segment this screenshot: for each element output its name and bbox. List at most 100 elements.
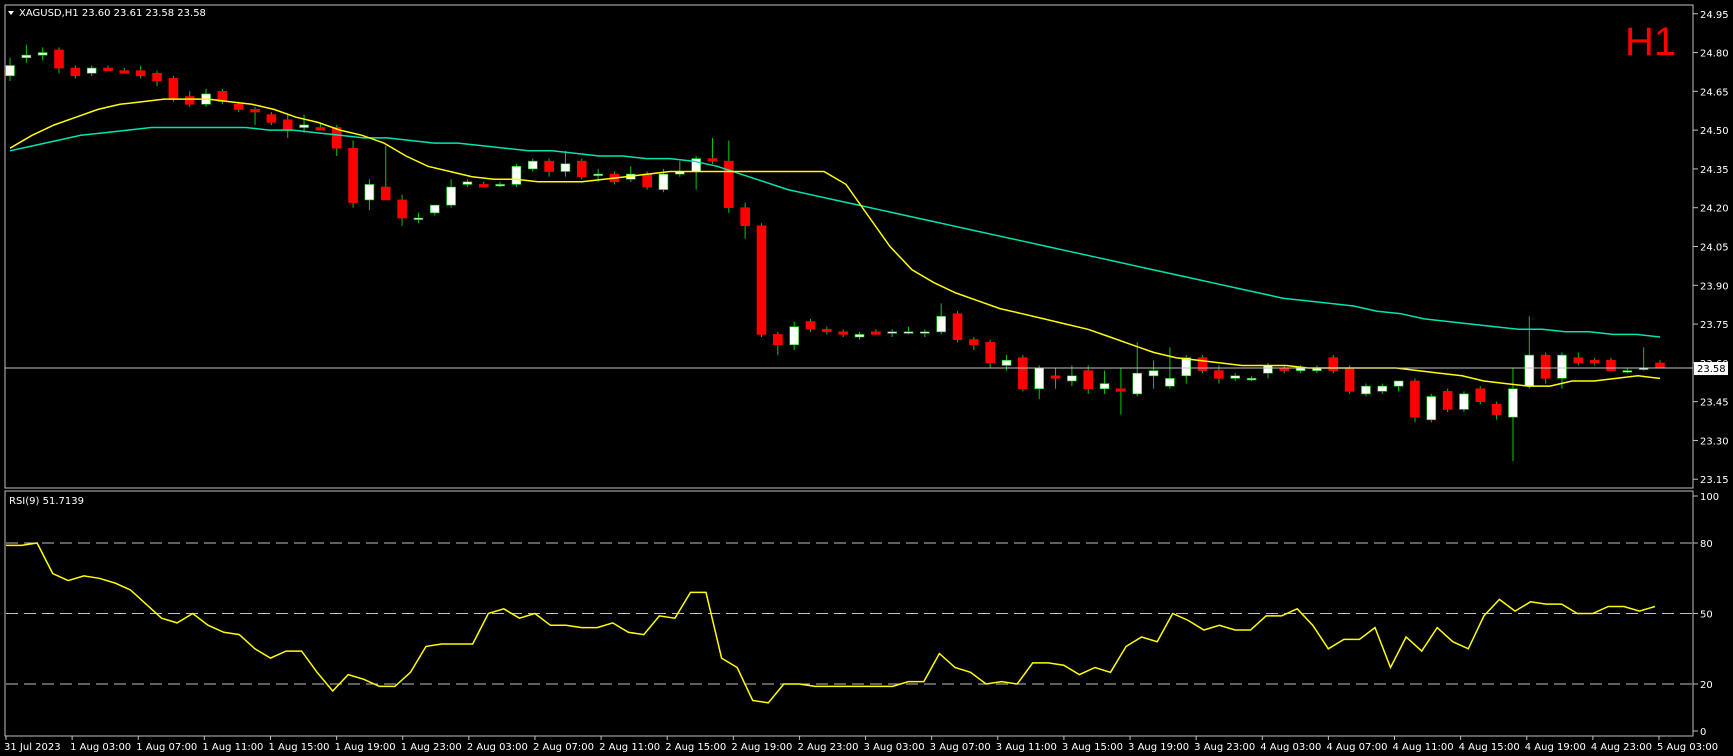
bear-candle: [1344, 367, 1355, 392]
rsi-axis-label: 0: [1700, 727, 1706, 738]
bear-candle: [331, 127, 342, 149]
bull-candle: [1132, 372, 1143, 395]
bull-candle: [854, 334, 865, 338]
time-axis-label: 1 Aug 23:00: [401, 742, 462, 753]
bear-candle: [397, 199, 407, 219]
bear-candle: [707, 158, 718, 162]
rsi-axis-label: 20: [1700, 680, 1713, 691]
price-axis-label: 24.95: [1700, 10, 1729, 21]
time-axis-label: 3 Aug 23:00: [1194, 742, 1255, 753]
bull-candle: [1246, 378, 1257, 381]
bear-candle: [103, 67, 113, 71]
time-axis-label: 1 Aug 15:00: [268, 742, 329, 753]
bull-candle: [1165, 378, 1175, 387]
time-axis-label: 4 Aug 07:00: [1326, 742, 1387, 753]
bull-candle: [299, 124, 309, 128]
bear-candle: [250, 109, 260, 113]
bear-candle: [315, 127, 326, 131]
bull-candle: [86, 67, 97, 74]
price-axis-label: 24.05: [1700, 243, 1729, 254]
bear-candle: [740, 207, 750, 227]
bull-candle: [527, 160, 538, 170]
rsi-axis-label: 80: [1700, 539, 1713, 550]
price-axis-label: 24.65: [1700, 87, 1729, 98]
bull-candle: [1622, 370, 1633, 373]
bear-candle: [1475, 388, 1486, 402]
bear-candle: [805, 321, 816, 330]
bull-candle: [21, 54, 32, 59]
bear-candle: [70, 67, 81, 77]
main-panel-border: [4, 4, 1694, 489]
bear-candle: [1589, 359, 1600, 364]
bear-candle: [756, 225, 767, 335]
bull-candle: [1034, 367, 1045, 390]
bull-candle: [1393, 380, 1404, 387]
bear-candle: [952, 313, 963, 340]
bear-candle: [233, 103, 244, 110]
bear-candle: [1214, 370, 1224, 379]
bear-candle: [724, 160, 734, 209]
bear-candle: [1050, 375, 1061, 379]
bear-candle: [1491, 403, 1502, 415]
price-axis-label: 24.50: [1700, 126, 1729, 137]
rsi-axis-label: 100: [1700, 492, 1719, 503]
price-axis-label: 24.35: [1700, 165, 1729, 176]
bull-candle: [1067, 375, 1077, 382]
rsi-axis: 100 80 50 20 0: [1693, 492, 1719, 738]
bear-candle: [266, 114, 277, 123]
price-axis-label: 23.30: [1700, 436, 1729, 447]
current-price-label: 23.58: [1697, 364, 1726, 375]
time-axis-label: 4 Aug 23:00: [1591, 742, 1652, 753]
time-axis-label: 1 Aug 07:00: [136, 742, 197, 753]
current-price-tag: [1694, 362, 1728, 376]
bear-candle: [380, 186, 391, 201]
bear-candle: [822, 328, 832, 333]
bear-candle: [1540, 354, 1551, 379]
bull-candle: [658, 173, 669, 190]
bear-candle: [1606, 359, 1616, 371]
time-axis-label: 3 Aug 15:00: [1062, 742, 1123, 753]
time-axis-label: 2 Aug 19:00: [731, 742, 792, 753]
bear-candle: [985, 341, 995, 364]
time-axis-label: 2 Aug 03:00: [467, 742, 528, 753]
price-axis: 24.95 24.80 24.65 24.50 24.35 24.20 24.05 23.90…: [1693, 10, 1729, 486]
bull-candle: [446, 186, 456, 206]
timeframe-badge: H1: [1625, 20, 1676, 64]
bull-candle: [1099, 383, 1110, 390]
rsi-header: RSI(9) 51.7139: [9, 496, 84, 507]
bear-candle: [1197, 357, 1208, 371]
bear-candle: [838, 331, 848, 335]
bull-candle: [37, 52, 48, 56]
price-axis-label: 24.20: [1700, 204, 1729, 215]
bull-candle: [593, 173, 603, 176]
bear-candle: [1018, 357, 1028, 390]
bull-candle: [903, 331, 914, 334]
time-axis-label: 2 Aug 23:00: [797, 742, 858, 753]
rsi-axis-label: 50: [1700, 610, 1713, 621]
time-axis-label: 3 Aug 11:00: [996, 742, 1057, 753]
bull-candle: [1459, 393, 1469, 410]
bear-candle: [1410, 380, 1420, 418]
bull-candle: [1263, 365, 1273, 374]
price-axis-label: 23.15: [1700, 475, 1729, 486]
bear-candle: [1442, 391, 1453, 410]
bull-candle: [5, 65, 15, 77]
time-axis-label: 4 Aug 11:00: [1393, 742, 1454, 753]
time-axis: 31 Jul 2023 1 Aug 03:00 1 Aug 07:00 1 Aug 1…: [4, 736, 1718, 753]
time-axis-label: 4 Aug 03:00: [1260, 742, 1321, 753]
bear-candle: [576, 160, 587, 177]
bear-candle: [152, 72, 162, 82]
symbol-dropdown-icon[interactable]: [8, 11, 14, 15]
bull-candle: [429, 204, 440, 214]
bear-candle: [478, 184, 489, 188]
bear-candle: [1655, 362, 1665, 369]
bear-candle: [135, 70, 146, 77]
bull-candle: [511, 166, 522, 185]
price-axis-label: 23.75: [1700, 320, 1729, 331]
bull-candle: [364, 184, 375, 201]
bull-candle: [495, 184, 505, 187]
bear-candle: [168, 78, 179, 100]
bear-candle: [184, 96, 195, 105]
bear-candle: [54, 49, 64, 69]
bear-candle: [119, 70, 130, 74]
